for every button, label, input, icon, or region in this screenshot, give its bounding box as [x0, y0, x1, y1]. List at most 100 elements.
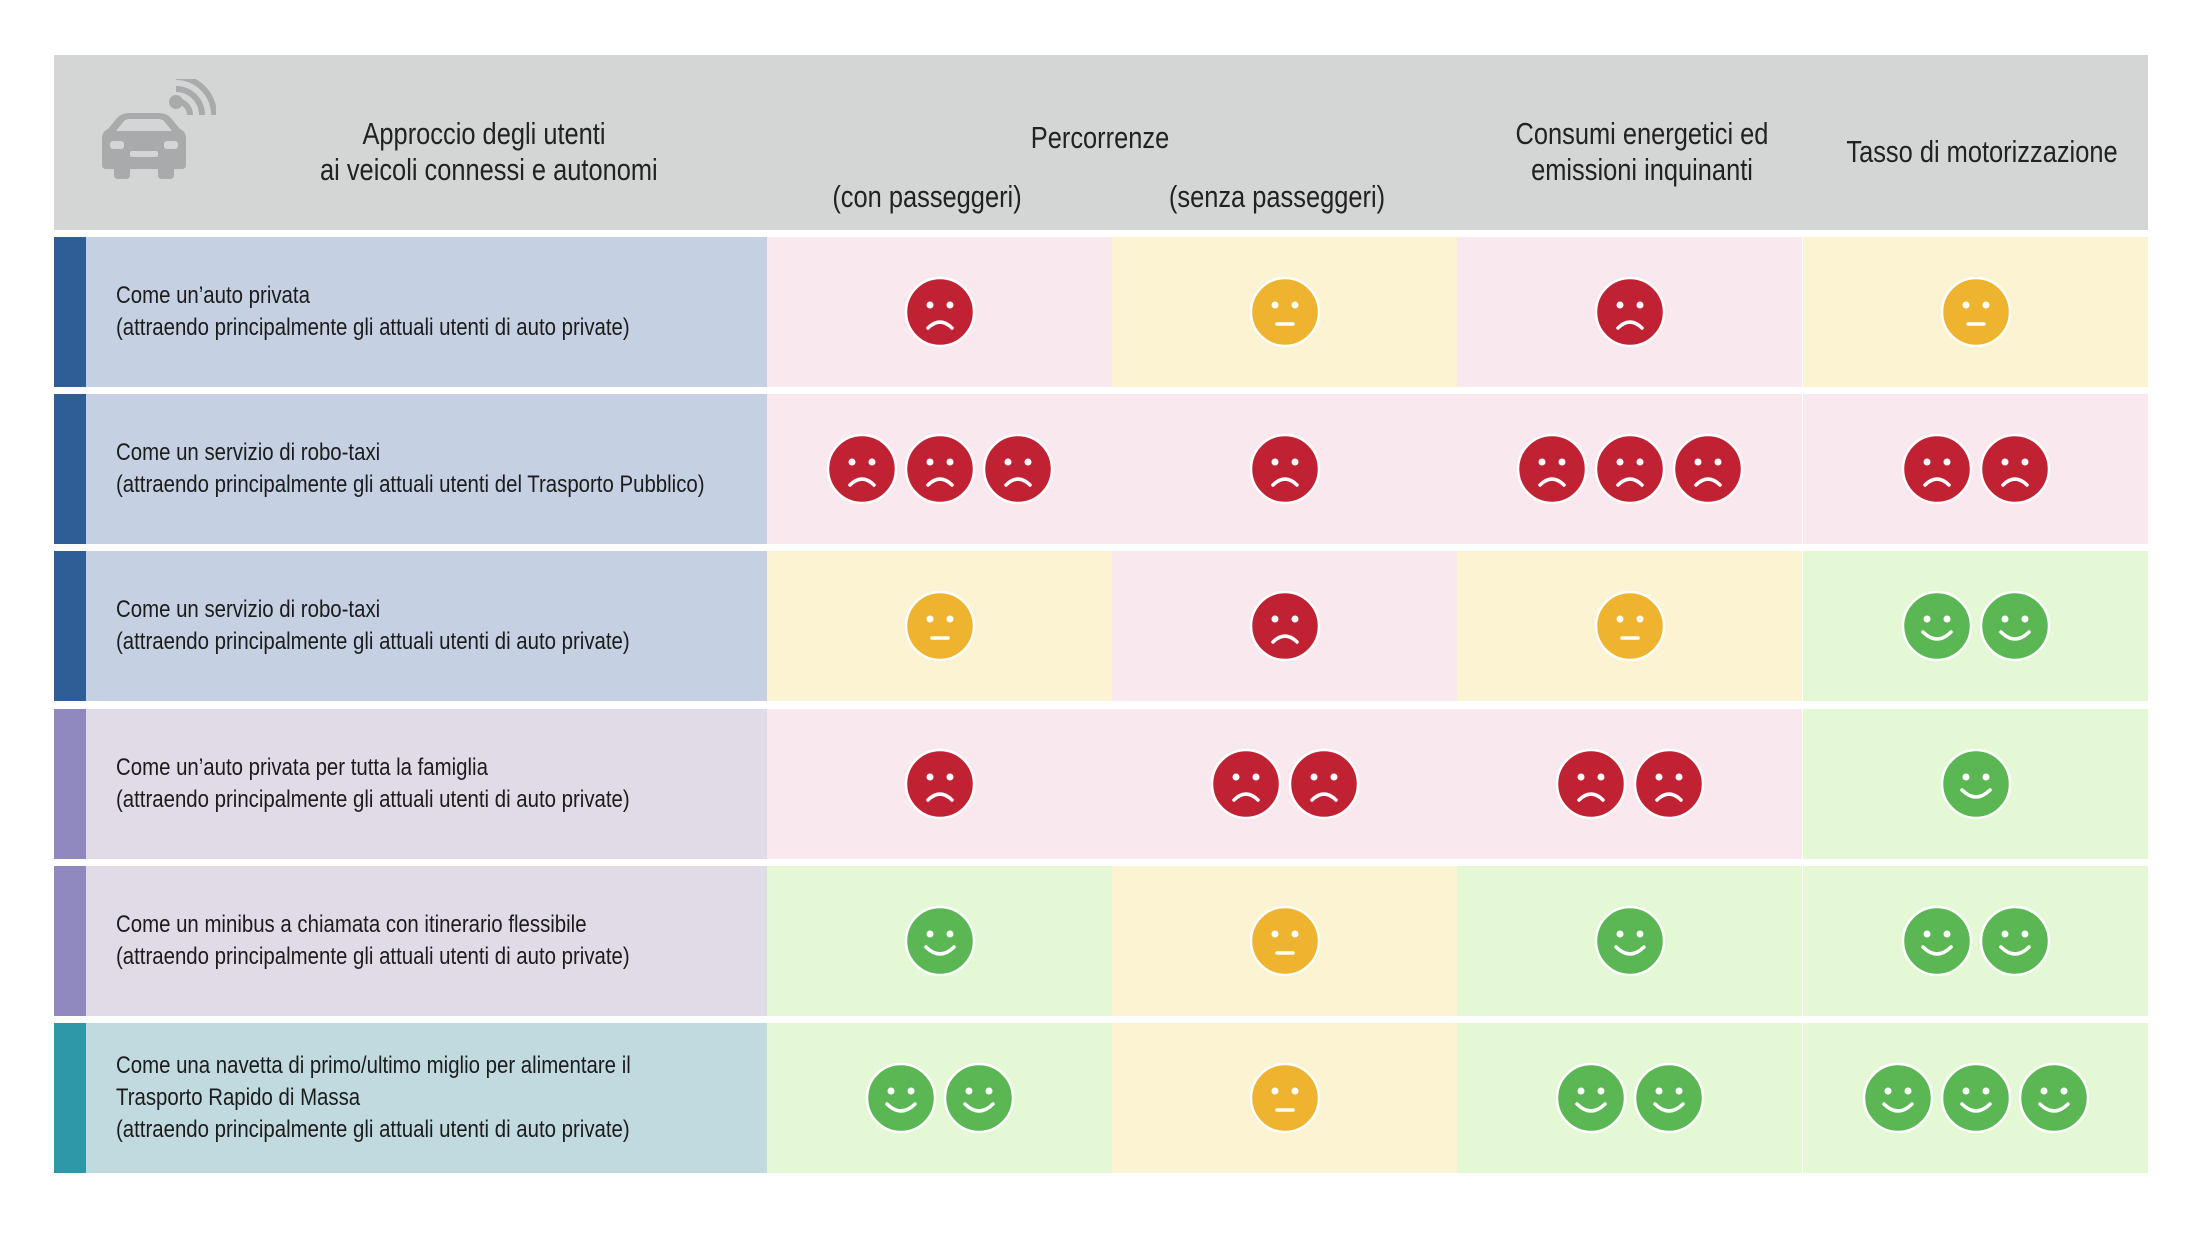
con-passeggeri-subtitle: (con passeggeri)	[832, 179, 1022, 214]
sad-face-icon	[1594, 276, 1665, 348]
row-category-stripe	[54, 866, 86, 1016]
consumi-title-line2: emissioni inquinanti	[1531, 152, 1753, 187]
rating-cell	[767, 1023, 1112, 1173]
table-header: Approccio degli utenti ai veicoli connes…	[54, 55, 2148, 230]
sad-face-icon	[1901, 433, 1972, 505]
row-label: Come una navetta di primo/ultimo miglio …	[86, 1023, 767, 1173]
tasso-title: Tasso di motorizzazione	[1846, 134, 2118, 169]
rating-cell	[1457, 551, 1802, 701]
neutral-face-icon	[1940, 276, 2011, 348]
rating-cell	[1457, 1023, 1802, 1173]
row-label-line: (attraendo principalmente gli attuali ut…	[116, 628, 630, 655]
sad-face-icon	[1633, 748, 1704, 820]
consumi-title-line1: Consumi energetici ed	[1515, 116, 1769, 151]
happy-face-icon	[1594, 905, 1665, 977]
happy-face-icon	[1633, 1062, 1704, 1134]
sad-face-icon	[1979, 433, 2050, 505]
row-label-line: (attraendo principalmente gli attuali ut…	[116, 314, 630, 341]
happy-face-icon	[1555, 1062, 1626, 1134]
rating-cell	[1803, 709, 2148, 859]
rating-cell	[1803, 1023, 2148, 1173]
sad-face-icon	[904, 433, 975, 505]
rating-cell	[1457, 394, 1802, 544]
row-label-line: (attraendo principalmente gli attuali ut…	[116, 1116, 630, 1143]
happy-face-icon	[865, 1062, 936, 1134]
table-row: Come una navetta di primo/ultimo miglio …	[54, 1023, 2148, 1173]
row-category-stripe	[54, 1023, 86, 1173]
rating-cell	[1112, 551, 1457, 701]
approach-title-line2: ai veicoli connessi e autonomi	[320, 152, 658, 187]
rating-cell	[1457, 866, 1802, 1016]
row-label-line: Trasporto Rapido di Massa	[116, 1084, 361, 1111]
row-label-line: (attraendo principalmente gli attuali ut…	[116, 943, 630, 970]
row-label: Come un minibus a chiamata con itinerari…	[86, 866, 767, 1016]
approach-title-line1: Approccio degli utenti	[362, 116, 606, 151]
row-label: Come un’auto privata per tutta la famigl…	[86, 709, 767, 859]
rating-cell	[767, 551, 1112, 701]
rating-cell	[1457, 709, 1802, 859]
table-row: Come un servizio di robo-taxi (attraendo …	[54, 551, 2148, 701]
neutral-face-icon	[904, 590, 975, 662]
row-label-line: Come una navetta di primo/ultimo miglio …	[116, 1052, 631, 1079]
row-label-line: Come un minibus a chiamata con itinerari…	[116, 911, 587, 938]
row-category-stripe	[54, 551, 86, 701]
sad-face-icon	[1594, 433, 1665, 505]
happy-face-icon	[1979, 905, 2050, 977]
percorrenze-title: Percorrenze	[1030, 120, 1170, 155]
happy-face-icon	[1940, 748, 2011, 820]
row-category-stripe	[54, 237, 86, 387]
row-label: Come un servizio di robo-taxi (attraendo …	[86, 551, 767, 701]
sad-face-icon	[1249, 590, 1320, 662]
table-row: Come un’auto privata (attraendo principal…	[54, 237, 2148, 387]
row-label-line: Come un’auto privata per tutta la famigl…	[116, 754, 488, 781]
rating-cell	[1112, 237, 1457, 387]
rating-cell	[767, 866, 1112, 1016]
row-label-line: (attraendo principalmente gli attuali ut…	[116, 471, 705, 498]
row-label-line: Come un servizio di robo-taxi	[116, 439, 381, 466]
rating-cell	[1112, 709, 1457, 859]
sad-face-icon	[1210, 748, 1281, 820]
neutral-face-icon	[1594, 590, 1665, 662]
sad-face-icon	[1288, 748, 1359, 820]
rating-cell	[1803, 237, 2148, 387]
table-row: Come un servizio di robo-taxi (attraendo …	[54, 394, 2148, 544]
rating-cell	[767, 237, 1112, 387]
row-label: Come un servizio di robo-taxi (attraendo …	[86, 394, 767, 544]
neutral-face-icon	[1249, 276, 1320, 348]
row-label: Come un’auto privata (attraendo principal…	[86, 237, 767, 387]
happy-face-icon	[1901, 905, 1972, 977]
happy-face-icon	[1901, 590, 1972, 662]
sad-face-icon	[1249, 433, 1320, 505]
sad-face-icon	[982, 433, 1053, 505]
rating-cell	[1803, 551, 2148, 701]
rating-cell	[767, 394, 1112, 544]
row-category-stripe	[54, 394, 86, 544]
row-label-line: Come un servizio di robo-taxi	[116, 596, 381, 623]
sad-face-icon	[826, 433, 897, 505]
connected-car-icon	[102, 79, 216, 179]
happy-face-icon	[904, 905, 975, 977]
happy-face-icon	[2018, 1062, 2089, 1134]
rating-cell	[1112, 866, 1457, 1016]
sad-face-icon	[1555, 748, 1626, 820]
rating-cell	[1803, 394, 2148, 544]
table-row: Come un minibus a chiamata con itinerari…	[54, 866, 2148, 1016]
sad-face-icon	[904, 748, 975, 820]
rating-cell	[1112, 1023, 1457, 1173]
happy-face-icon	[943, 1062, 1014, 1134]
rating-cell	[767, 709, 1112, 859]
sad-face-icon	[1516, 433, 1587, 505]
row-label-line: Come un’auto privata	[116, 282, 310, 309]
senza-passeggeri-subtitle: (senza passeggeri)	[1168, 179, 1386, 214]
neutral-face-icon	[1249, 905, 1320, 977]
row-category-stripe	[54, 709, 86, 859]
sad-face-icon	[1672, 433, 1743, 505]
table-row: Come un’auto privata per tutta la famigl…	[54, 709, 2148, 859]
happy-face-icon	[1862, 1062, 1933, 1134]
row-label-line: (attraendo principalmente gli attuali ut…	[116, 786, 630, 813]
neutral-face-icon	[1249, 1062, 1320, 1134]
rating-cell	[1112, 394, 1457, 544]
rating-cell	[1803, 866, 2148, 1016]
sad-face-icon	[904, 276, 975, 348]
happy-face-icon	[1979, 590, 2050, 662]
